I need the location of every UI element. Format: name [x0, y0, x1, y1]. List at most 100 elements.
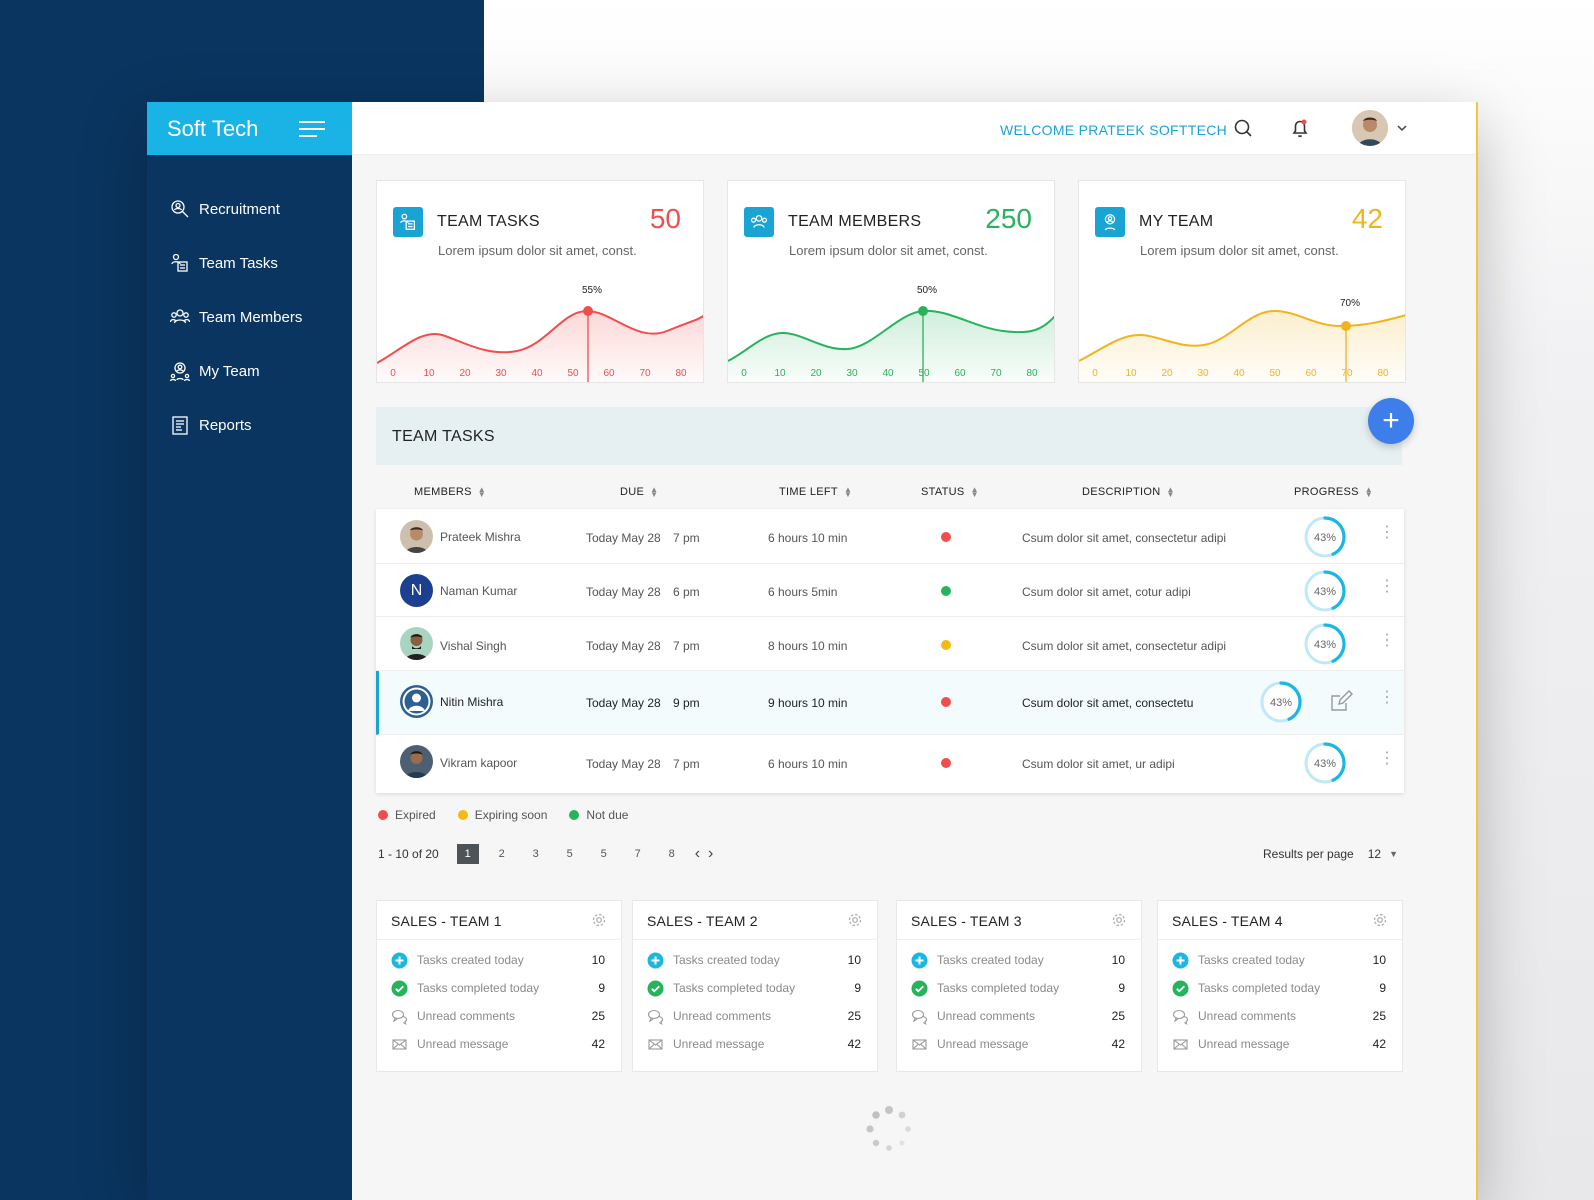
- time-left: 6 hours 10 min: [768, 531, 848, 545]
- sales-stat-label: Unread message: [1198, 1037, 1290, 1051]
- page-button[interactable]: 5: [566, 848, 573, 860]
- progress-ring: 43%: [1304, 623, 1346, 665]
- more-options-icon[interactable]: ⋮: [1379, 632, 1395, 649]
- team-tasks-header: TEAM TASKS: [376, 407, 1402, 465]
- search-icon[interactable]: [1232, 117, 1254, 139]
- envelope-icon: [911, 1036, 928, 1053]
- member-name: Vishal Singh: [440, 639, 507, 653]
- gear-icon[interactable]: [1111, 912, 1127, 933]
- sales-stat-row: Tasks completed today 9: [1172, 978, 1386, 998]
- sales-stat-value: 42: [847, 1037, 861, 1051]
- sales-stat-label: Unread comments: [1198, 1009, 1297, 1023]
- sales-stat-row: Unread message 42: [391, 1034, 605, 1054]
- next-page-icon[interactable]: ›: [708, 845, 714, 862]
- sales-stat-label: Unread comments: [417, 1009, 516, 1023]
- due-date: Today May 28: [586, 531, 661, 545]
- column-header-members[interactable]: MEMBERS ▲ ▼: [414, 485, 486, 499]
- sidebar-item-reports[interactable]: Reports: [147, 398, 352, 452]
- sales-stat-label: Tasks completed today: [673, 981, 796, 995]
- gear-icon[interactable]: [1372, 912, 1388, 933]
- prev-page-icon[interactable]: ‹: [694, 845, 701, 862]
- page-button[interactable]: 5: [600, 848, 607, 860]
- sidebar-item-my-team[interactable]: My Team: [147, 344, 352, 398]
- chart-tick-label: 30: [1197, 368, 1209, 379]
- comments-icon: [1172, 1008, 1189, 1025]
- topbar: WELCOME PRATEEK SOFTTECH: [352, 102, 1476, 155]
- legend-dot: [378, 810, 388, 820]
- chevron-down-icon[interactable]: [1396, 121, 1408, 139]
- stat-chart: 55% 0 10 20 30 40 50 60 70 80: [377, 285, 703, 382]
- progress-arc: [1304, 623, 1346, 665]
- team-members-icon: [744, 207, 774, 237]
- sales-stat-value: 42: [591, 1037, 605, 1051]
- sales-stat-value: 25: [1372, 1009, 1386, 1023]
- check-circle-icon: [647, 980, 664, 997]
- page-button[interactable]: 7: [634, 848, 641, 860]
- notification-bell-icon[interactable]: [1289, 117, 1311, 139]
- chart-area: [1079, 311, 1405, 382]
- add-task-button[interactable]: +: [1368, 398, 1414, 444]
- table-row-selected[interactable]: Nitin Mishra Today May 28 9 pm 9 hours 1…: [376, 671, 1404, 735]
- results-per-page-label: Results per page: [1263, 847, 1354, 861]
- table-row[interactable]: Prateek Mishra Today May 28 7 pm 6 hours…: [376, 509, 1404, 564]
- sidebar-item-team-tasks[interactable]: Team Tasks: [147, 236, 352, 290]
- progress-arc: [1304, 742, 1346, 784]
- recruitment-icon: [169, 198, 191, 220]
- sales-stat-row: Tasks created today 10: [391, 950, 605, 970]
- sort-icon: ▲ ▼: [650, 485, 659, 499]
- chart-tick-label: 10: [1125, 368, 1137, 379]
- column-header-due[interactable]: DUE ▲ ▼: [620, 485, 659, 499]
- column-header-description[interactable]: DESCRIPTION ▲ ▼: [1082, 485, 1175, 499]
- user-avatar[interactable]: [1352, 110, 1388, 146]
- member-name: Nitin Mishra: [440, 695, 504, 709]
- more-options-icon[interactable]: ⋮: [1379, 578, 1395, 595]
- chart-tick-label: 40: [882, 368, 894, 379]
- page-button-current[interactable]: 1: [456, 844, 479, 864]
- chart-tick-label: 80: [1026, 368, 1038, 379]
- sales-stat-row: Unread message 42: [647, 1034, 861, 1054]
- page-button[interactable]: 3: [532, 848, 539, 860]
- gear-icon[interactable]: [847, 912, 863, 933]
- chart-tick-label: 60: [954, 368, 966, 379]
- brand-header: Soft Tech: [147, 102, 352, 155]
- gear-icon[interactable]: [591, 912, 607, 933]
- status-dot: [941, 586, 951, 596]
- sales-stat-value: 10: [591, 953, 605, 967]
- sales-stat-label: Unread message: [937, 1037, 1029, 1051]
- table-row[interactable]: Vikram kapoor Today May 28 7 pm 6 hours …: [376, 735, 1404, 793]
- results-per-page-select[interactable]: 12: [1367, 847, 1382, 861]
- table-row[interactable]: N Naman Kumar Today May 28 6 pm 6 hours …: [376, 564, 1404, 617]
- due-date: Today May 28: [586, 639, 661, 653]
- sales-stat-value: 10: [1111, 953, 1125, 967]
- time-left: 6 hours 10 min: [768, 757, 848, 771]
- envelope-icon: [647, 1036, 664, 1053]
- chart-tick-label: 70: [990, 368, 1002, 379]
- hamburger-menu-icon[interactable]: [299, 121, 325, 137]
- sales-stat-row: Unread message 42: [911, 1034, 1125, 1054]
- chart-tick-label: 40: [531, 368, 543, 379]
- sales-stat-label: Tasks completed today: [417, 981, 540, 995]
- caret-down-icon[interactable]: ▼: [1389, 849, 1399, 859]
- my-team-icon: [1095, 207, 1125, 237]
- column-header-status[interactable]: STATUS ▲ ▼: [921, 485, 979, 499]
- sidebar-item-team-members[interactable]: Team Members: [147, 290, 352, 344]
- team-tasks-title: TEAM TASKS: [392, 428, 495, 445]
- table-row[interactable]: Vishal Singh Today May 28 7 pm 8 hours 1…: [376, 617, 1404, 671]
- more-options-icon[interactable]: ⋮: [1379, 750, 1395, 767]
- task-description: Csum dolor sit amet, consectetur adipi: [1022, 639, 1227, 653]
- more-options-icon[interactable]: ⋮: [1379, 689, 1395, 706]
- sidebar-item-recruitment[interactable]: Recruitment: [147, 182, 352, 236]
- edit-icon[interactable]: [1329, 690, 1353, 712]
- page-button[interactable]: 2: [498, 848, 505, 860]
- sales-stat-label: Unread comments: [673, 1009, 772, 1023]
- sort-icon: ▲ ▼: [970, 485, 979, 499]
- stat-title: TEAM TASKS: [437, 213, 540, 230]
- more-options-icon[interactable]: ⋮: [1379, 524, 1395, 541]
- chart-tick-label: 70: [639, 368, 651, 379]
- column-header-time-left[interactable]: TIME LEFT ▲ ▼: [779, 485, 853, 499]
- task-description: Csum dolor sit amet, consectetu: [1022, 696, 1194, 710]
- column-header-progress[interactable]: PROGRESS ▲ ▼: [1294, 485, 1373, 499]
- avatar: N: [400, 574, 433, 607]
- page-button[interactable]: 8: [668, 848, 675, 860]
- stat-description: Lorem ipsum dolor sit amet, const.: [789, 243, 988, 258]
